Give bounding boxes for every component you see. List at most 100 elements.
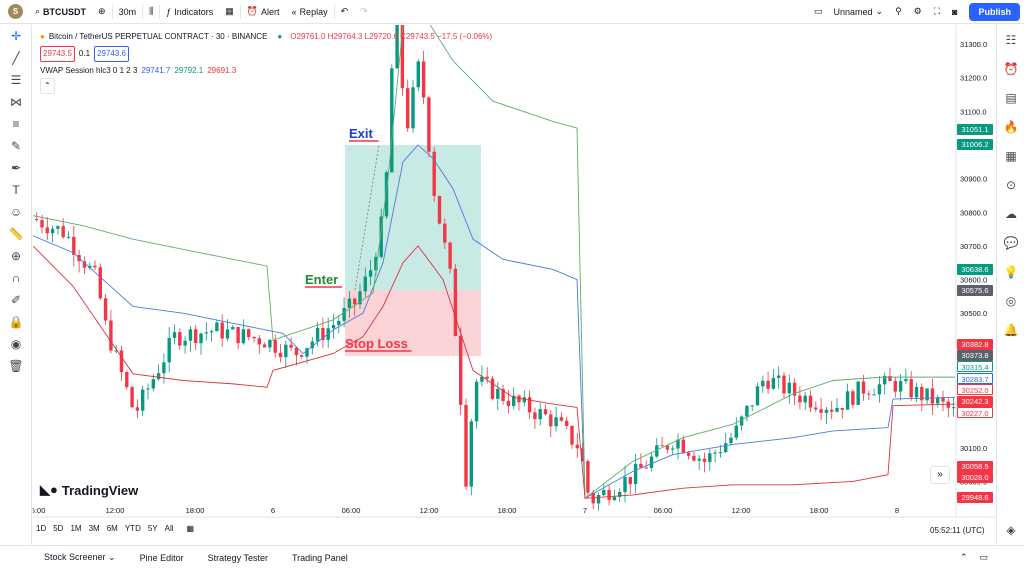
text-icon[interactable]: T bbox=[12, 183, 20, 197]
candle-body bbox=[708, 453, 712, 462]
trend-line-icon[interactable]: ╱ bbox=[12, 51, 20, 65]
candle-body bbox=[814, 407, 818, 410]
collapse-legend-button[interactable]: ⌃ bbox=[40, 78, 492, 94]
candle-body bbox=[898, 381, 903, 392]
vwap-legend-row[interactable]: VWAP Session hlc3 0 1 2 3 29741.7 29792.… bbox=[40, 64, 492, 78]
chart-pane[interactable]: 31300.031200.031100.031000.030900.030800… bbox=[27, 2, 995, 545]
candle-body bbox=[920, 387, 924, 401]
pattern-icon[interactable]: ⋈ bbox=[10, 95, 22, 109]
quick-search-button[interactable]: ⚲ bbox=[889, 0, 908, 24]
range-button-1m[interactable]: 1M bbox=[70, 524, 82, 533]
fullscreen-button[interactable]: ⛶ bbox=[928, 0, 946, 24]
rewind-icon: « bbox=[291, 6, 297, 17]
brush-icon[interactable]: ✎ bbox=[10, 139, 22, 153]
templates-button[interactable]: ▦ bbox=[219, 0, 240, 24]
replay-label: Replay bbox=[299, 6, 328, 17]
candle-body bbox=[178, 332, 182, 346]
broadcast-icon[interactable]: ◎ bbox=[1005, 293, 1017, 308]
alerts-icon[interactable]: ⏰ bbox=[1003, 61, 1019, 76]
scroll-to-realtime-button[interactable]: » bbox=[930, 466, 950, 484]
range-button-1d[interactable]: 1D bbox=[36, 524, 47, 533]
candle-body bbox=[904, 379, 908, 382]
price-axis-label: 30315.4 bbox=[957, 361, 993, 372]
lock-drawing-icon[interactable]: ✐ bbox=[10, 293, 22, 307]
chat-icon[interactable]: 💬 bbox=[1003, 235, 1019, 250]
watchlist-icon[interactable]: ☷ bbox=[1005, 32, 1017, 47]
fib-icon[interactable]: ≡ bbox=[12, 117, 20, 131]
candle-body bbox=[284, 344, 288, 358]
zoom-in-icon[interactable]: ⊕ bbox=[10, 249, 22, 263]
hotlist-icon[interactable]: 🔥 bbox=[1003, 119, 1019, 134]
maximize-panel-button[interactable]: ▭ bbox=[973, 552, 1024, 563]
replay-button[interactable]: « Replay bbox=[286, 0, 334, 24]
chart-canvas[interactable]: 31300.031200.031100.031000.030900.030800… bbox=[27, 2, 995, 545]
candle-body bbox=[384, 172, 389, 217]
emoji-icon[interactable]: ☺ bbox=[9, 205, 23, 219]
horizontal-lines-icon[interactable]: ☰ bbox=[10, 73, 22, 87]
buy-button[interactable]: 29743.6 bbox=[94, 46, 129, 62]
chevron-down-icon: ⌄ bbox=[108, 552, 116, 562]
candle-body bbox=[464, 404, 468, 487]
range-button-3m[interactable]: 3M bbox=[88, 524, 100, 533]
user-avatar[interactable]: S bbox=[8, 4, 23, 19]
tab-strategy-tester[interactable]: Strategy Tester bbox=[207, 552, 268, 563]
ideas-icon[interactable]: ⊙ bbox=[1005, 177, 1017, 192]
redo-button[interactable]: ↷ bbox=[354, 0, 374, 24]
eye-icon[interactable]: ◉ bbox=[10, 337, 22, 351]
settings-button[interactable]: ⚙ bbox=[908, 0, 928, 24]
snapshot-button[interactable]: ◙ bbox=[946, 0, 963, 24]
sell-button[interactable]: 29743.5 bbox=[40, 46, 75, 62]
candle-body bbox=[771, 377, 776, 389]
chart-type-button[interactable]: ⫼ bbox=[143, 0, 159, 24]
candle-body bbox=[639, 463, 643, 468]
candle-body bbox=[300, 355, 304, 357]
range-button-all[interactable]: All bbox=[164, 524, 174, 533]
candle-body bbox=[146, 388, 150, 390]
tab-trading-panel[interactable]: Trading Panel bbox=[292, 552, 348, 563]
cloud-icon[interactable]: ☁ bbox=[1005, 206, 1017, 221]
goto-date-icon[interactable]: ▦ bbox=[186, 524, 195, 533]
indicators-label: Indicators bbox=[174, 6, 214, 17]
crosshair-icon[interactable]: ✛ bbox=[10, 29, 22, 43]
candle-body bbox=[273, 339, 277, 353]
candle-body bbox=[236, 327, 240, 344]
utc-clock[interactable]: 05:52:11 (UTC) bbox=[930, 526, 985, 535]
notifications-icon[interactable]: 🔔 bbox=[1003, 322, 1019, 337]
trash-icon[interactable]: 🗑 bbox=[8, 359, 24, 373]
candle-body bbox=[766, 380, 770, 389]
range-button-ytd[interactable]: YTD bbox=[124, 524, 141, 533]
tab-label: Stock Screener bbox=[44, 552, 106, 562]
indicators-button[interactable]: ƒ Indicators bbox=[160, 0, 219, 24]
alert-button[interactable]: ⏰ Alert bbox=[241, 0, 286, 24]
price-axis-label: 30575.6 bbox=[957, 285, 993, 296]
ruler-icon[interactable]: 📏 bbox=[8, 227, 24, 241]
candle-body bbox=[368, 270, 373, 277]
symbol-search[interactable]: ⌕ BTCUSDT bbox=[29, 0, 92, 24]
lightbulb-icon[interactable]: 💡 bbox=[1003, 264, 1019, 279]
undo-button[interactable]: ↶ bbox=[335, 0, 355, 24]
layers-icon[interactable]: ◈ bbox=[1006, 522, 1016, 537]
calendar-icon[interactable]: ▦ bbox=[1005, 148, 1017, 163]
interval-button[interactable]: 30m bbox=[113, 0, 143, 24]
compare-button[interactable]: ⊕ bbox=[92, 0, 112, 24]
pen-icon[interactable]: ✒ bbox=[10, 161, 22, 175]
candle-body bbox=[268, 339, 272, 348]
tab-pine-editor[interactable]: Pine Editor bbox=[139, 552, 184, 563]
range-button-5y[interactable]: 5Y bbox=[147, 524, 158, 533]
lock-icon[interactable]: 🔒 bbox=[8, 315, 24, 329]
candle-body bbox=[119, 350, 124, 373]
range-button-6m[interactable]: 6M bbox=[106, 524, 118, 533]
range-button-5d[interactable]: 5D bbox=[53, 524, 64, 533]
minimize-panel-button[interactable]: ⌃ bbox=[954, 552, 974, 563]
magnet-icon[interactable]: ∩ bbox=[11, 271, 21, 285]
candle-body bbox=[586, 461, 590, 493]
tab-stock-screener[interactable]: Stock Screener ⌄ bbox=[0, 552, 128, 563]
candle-body bbox=[40, 220, 44, 228]
layout-button[interactable]: ▭ Unnamed ⌄ bbox=[808, 0, 889, 24]
candle-body bbox=[713, 452, 717, 454]
publish-button[interactable]: Publish bbox=[969, 2, 1020, 21]
candle-body bbox=[151, 379, 155, 389]
data-window-icon[interactable]: ▤ bbox=[1005, 90, 1017, 105]
candle-body bbox=[315, 328, 320, 342]
alert-label: Alert bbox=[261, 6, 280, 17]
